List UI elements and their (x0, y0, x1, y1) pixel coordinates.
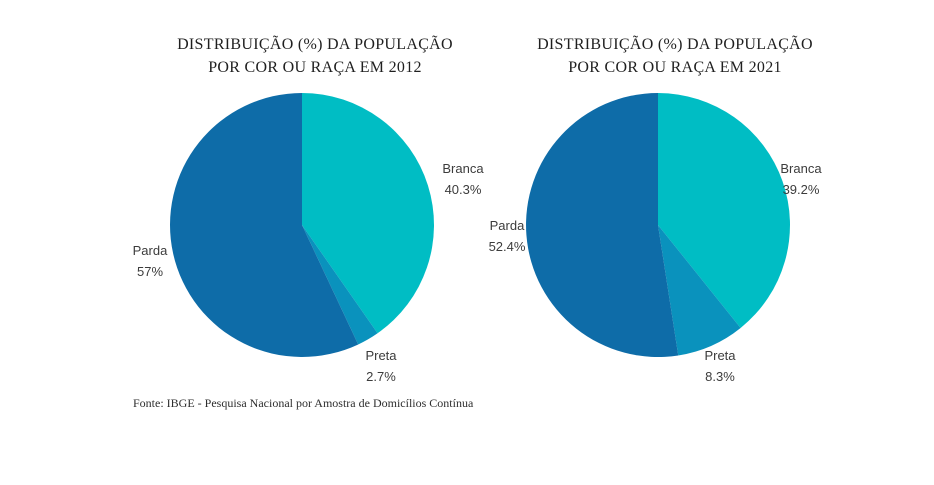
source-note: Fonte: IBGE - Pesquisa Nacional por Amos… (133, 396, 474, 410)
slice-label-value: 57% (136, 264, 164, 279)
chart-title-line2: POR COR OU RAÇA EM 2012 (208, 59, 422, 76)
chart-title-line1: DISTRIBUIÇÃO (%) DA POPULAÇÃO (177, 36, 453, 53)
slice-label-name: Preta (704, 348, 736, 363)
slice-label-parda-2012: Parda 57% (120, 240, 180, 282)
slice-label-value: 39.2% (782, 182, 820, 197)
slice-label-value: 8.3% (705, 369, 735, 384)
slice-label-preta-2012: Preta 2.7% (351, 345, 411, 387)
chart-title-2012: DISTRIBUIÇÃO (%) DA POPULAÇÃO POR COR OU… (135, 33, 495, 79)
chart-title-line1: DISTRIBUIÇÃO (%) DA POPULAÇÃO (537, 36, 813, 53)
slice-label-preta-2021: Preta 8.3% (690, 345, 750, 387)
slice-label-value: 2.7% (366, 369, 396, 384)
slice-label-name: Branca (442, 161, 484, 176)
pie-slice-preta (302, 225, 378, 345)
pie-2021 (526, 93, 790, 357)
pie-slice-parda (170, 93, 359, 357)
slice-label-name: Parda (132, 243, 168, 258)
slice-label-branca-2021: Branca 39.2% (766, 158, 836, 200)
chart-title-line2: POR COR OU RAÇA EM 2021 (568, 59, 782, 76)
pie-slice-branca (658, 93, 790, 328)
slice-label-name: Preta (365, 348, 397, 363)
slice-label-parda-2021: Parda 52.4% (475, 215, 539, 257)
slice-label-name: Parda (489, 218, 525, 233)
slice-label-value: 52.4% (488, 239, 526, 254)
pie-slice-branca (302, 93, 434, 334)
slice-label-branca-2012: Branca 40.3% (428, 158, 498, 200)
pie-2012 (170, 93, 434, 357)
slice-label-value: 40.3% (444, 182, 482, 197)
chart-title-2021: DISTRIBUIÇÃO (%) DA POPULAÇÃO POR COR OU… (495, 33, 855, 79)
slice-label-name: Branca (780, 161, 822, 176)
pie-slice-parda (526, 93, 679, 357)
pie-slice-preta (658, 225, 741, 356)
